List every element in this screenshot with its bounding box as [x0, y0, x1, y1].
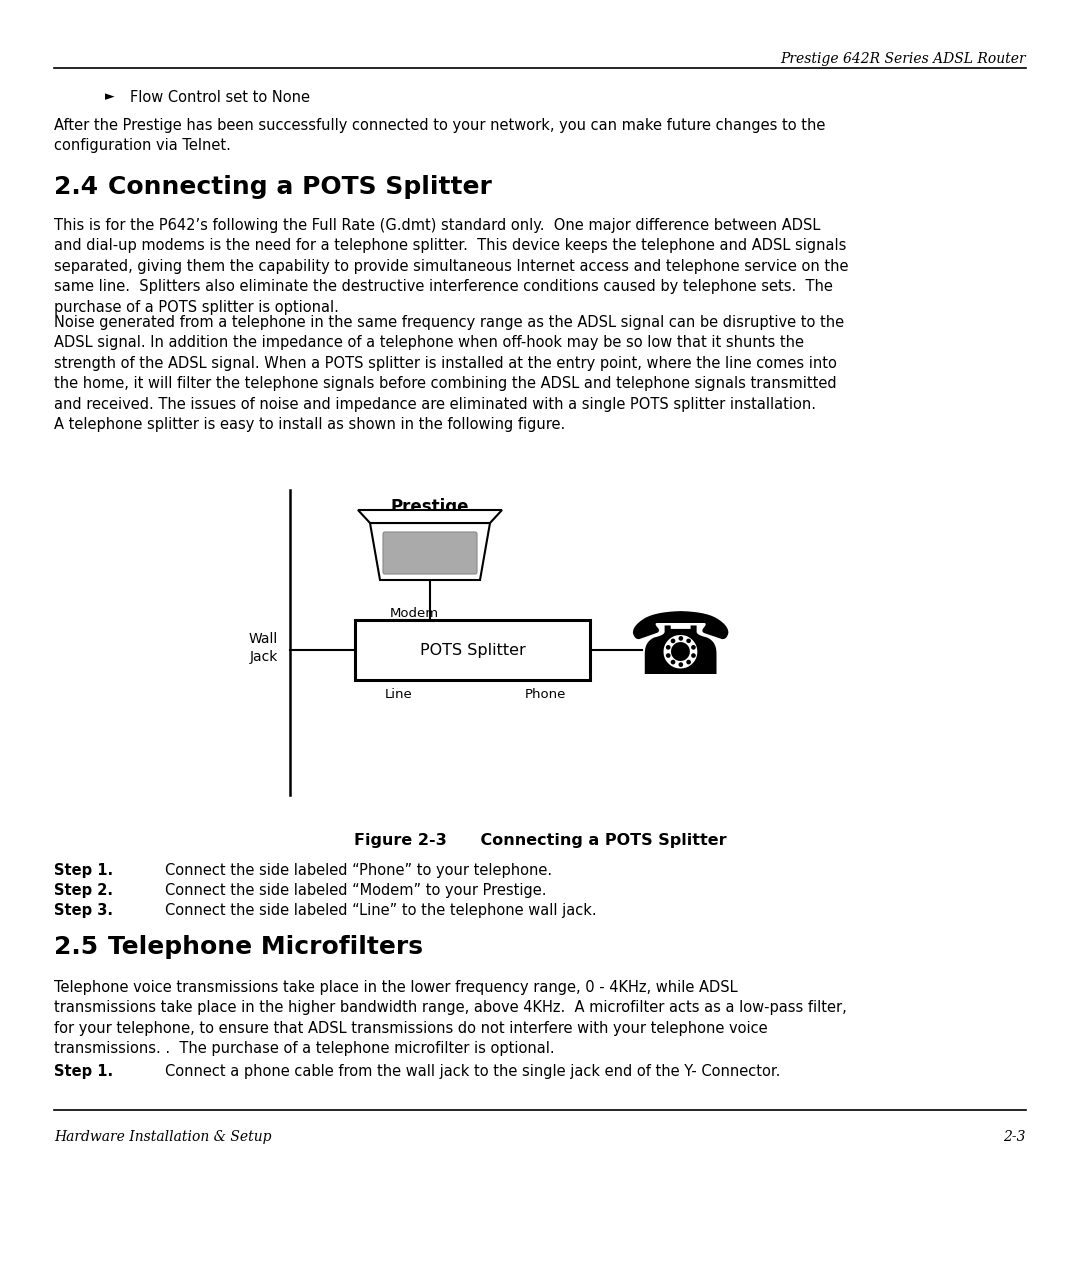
Polygon shape: [357, 510, 502, 523]
Text: 2-3: 2-3: [1003, 1130, 1026, 1144]
Text: Telephone Microfilters: Telephone Microfilters: [108, 935, 423, 959]
Text: Telephone voice transmissions take place in the lower frequency range, 0 - 4KHz,: Telephone voice transmissions take place…: [54, 980, 847, 1057]
Text: Connect a phone cable from the wall jack to the single jack end of the Y- Connec: Connect a phone cable from the wall jack…: [165, 1065, 781, 1079]
Text: 2.4: 2.4: [54, 175, 98, 199]
Text: After the Prestige has been successfully connected to your network, you can make: After the Prestige has been successfully…: [54, 118, 825, 154]
Text: ►: ►: [105, 90, 114, 102]
Text: This is for the P642’s following the Full Rate (G.dmt) standard only.  One major: This is for the P642’s following the Ful…: [54, 218, 849, 315]
FancyBboxPatch shape: [383, 532, 477, 574]
Text: 2.5: 2.5: [54, 935, 98, 959]
Polygon shape: [370, 523, 490, 580]
Bar: [355, 620, 590, 680]
Text: Step 1.: Step 1.: [54, 1065, 113, 1079]
Text: Hardware Installation & Setup: Hardware Installation & Setup: [54, 1130, 271, 1144]
Text: Prestige 642R Series ADSL Router: Prestige 642R Series ADSL Router: [781, 53, 1026, 67]
Text: Connecting a POTS Splitter: Connecting a POTS Splitter: [108, 175, 491, 199]
Text: Step 2.: Step 2.: [54, 883, 113, 898]
Text: Wall
Jack: Wall Jack: [248, 633, 278, 664]
Text: Flow Control set to None: Flow Control set to None: [130, 90, 310, 105]
Text: Figure 2-3      Connecting a POTS Splitter: Figure 2-3 Connecting a POTS Splitter: [353, 833, 727, 848]
Text: Step 1.: Step 1.: [54, 863, 113, 877]
Text: Modem: Modem: [390, 607, 440, 620]
Text: Connect the side labeled “Phone” to your telephone.: Connect the side labeled “Phone” to your…: [165, 863, 552, 877]
Text: Line: Line: [384, 688, 413, 701]
Text: Prestige: Prestige: [391, 498, 469, 516]
Text: POTS Splitter: POTS Splitter: [420, 643, 525, 657]
Text: Step 3.: Step 3.: [54, 903, 113, 918]
Text: ☎: ☎: [626, 608, 733, 692]
Text: Noise generated from a telephone in the same frequency range as the ADSL signal : Noise generated from a telephone in the …: [54, 315, 845, 432]
Text: Phone: Phone: [525, 688, 566, 701]
Text: Connect the side labeled “Line” to the telephone wall jack.: Connect the side labeled “Line” to the t…: [165, 903, 596, 918]
Text: Connect the side labeled “Modem” to your Prestige.: Connect the side labeled “Modem” to your…: [165, 883, 546, 898]
